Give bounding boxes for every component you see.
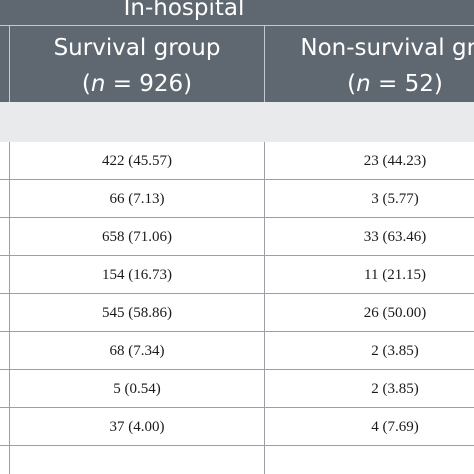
table-header: In-hospital Survival group (n = 926) Non… xyxy=(0,0,474,102)
survival-cell: 37 (4.00) xyxy=(109,419,165,435)
header-column-divider xyxy=(264,25,265,102)
table-row: 68 (7.34) 2 (3.85) xyxy=(0,332,474,370)
survival-group-count: (n = 926) xyxy=(81,71,193,97)
table-row: 5 (0.54) 2 (3.85) xyxy=(0,370,474,408)
table-row: 66 (7.13) 3 (5.77) xyxy=(0,180,474,218)
survival-cell: 66 (7.13) xyxy=(109,191,165,207)
table-row: 658 (71.06) 33 (63.46) xyxy=(0,218,474,256)
header-divider xyxy=(0,25,474,26)
column-divider xyxy=(264,142,265,474)
non-survival-cell: 26 (50.00) xyxy=(363,305,427,321)
non-survival-group-header: Non-survival gro xyxy=(300,35,474,61)
survival-cell: 658 (71.06) xyxy=(102,229,172,245)
survival-cell: 68 (7.34) xyxy=(109,343,165,359)
non-survival-cell: 11 (21.15) xyxy=(364,267,426,283)
column-divider xyxy=(9,142,10,474)
section-band xyxy=(0,102,474,142)
survival-cell: 545 (58.86) xyxy=(102,305,172,321)
survival-cell: 5 (0.54) xyxy=(113,381,161,397)
table-row: 154 (16.73) 11 (21.15) xyxy=(0,256,474,294)
non-survival-cell: 4 (7.69) xyxy=(371,419,419,435)
group-title: In-hospital xyxy=(123,0,245,21)
non-survival-cell: 2 (3.85) xyxy=(371,343,419,359)
header-column-divider xyxy=(9,25,10,102)
non-survival-cell: 2 (3.85) xyxy=(371,381,419,397)
non-survival-cell: 3 (5.77) xyxy=(371,191,419,207)
survival-group-header: Survival group xyxy=(53,35,221,61)
table-row: 545 (58.86) 26 (50.00) xyxy=(0,294,474,332)
survival-cell: 422 (45.57) xyxy=(102,153,172,169)
table-row: 422 (45.57) 23 (44.23) xyxy=(0,142,474,180)
non-survival-cell: 23 (44.23) xyxy=(363,153,427,169)
survival-cell: 154 (16.73) xyxy=(102,267,172,283)
non-survival-cell: 33 (63.46) xyxy=(363,229,427,245)
table-row: 37 (4.00) 4 (7.69) xyxy=(0,408,474,446)
non-survival-group-count: (n = 52) xyxy=(347,71,443,97)
